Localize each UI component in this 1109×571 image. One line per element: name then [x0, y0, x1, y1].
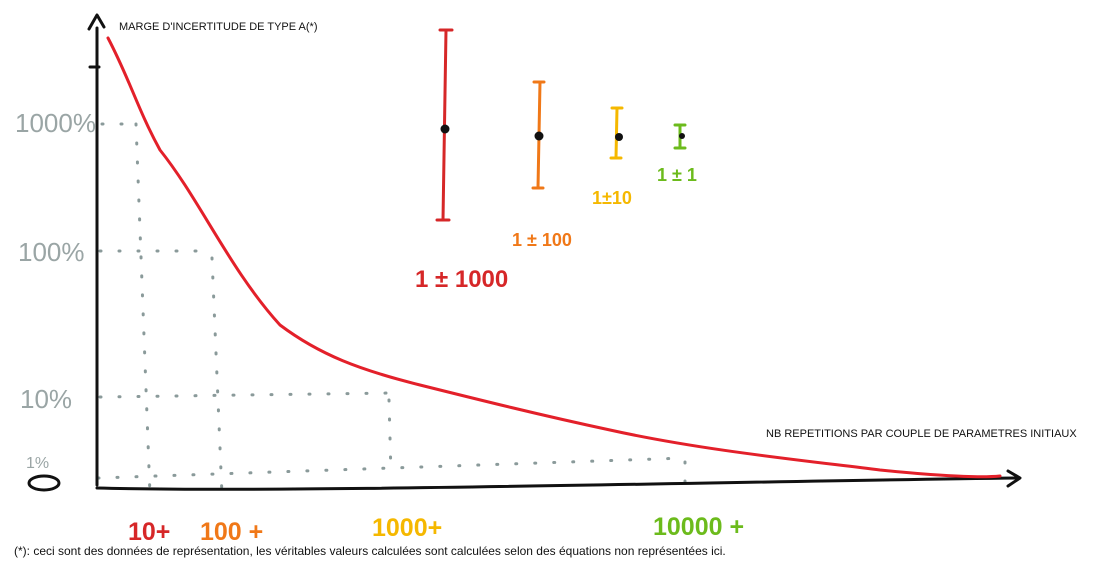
error-bar-10	[609, 106, 624, 160]
x-tick-10000: 10000 +	[653, 513, 744, 541]
axes	[87, 13, 1022, 491]
error-bar-1-label: 1 ± 1	[657, 165, 697, 185]
uncertainty-curve	[106, 36, 1002, 479]
guide-lines	[96, 122, 687, 497]
y-tick-10: 10%	[20, 384, 72, 414]
x-tick-100: 100 +	[200, 518, 263, 546]
error-bar-labels: 1 ± 1000 1 ± 100 1±10 1 ± 1	[415, 165, 697, 293]
x-tick-10: 10+	[128, 518, 170, 546]
error-bar-10-label: 1±10	[592, 188, 632, 208]
error-bar-100-label: 1 ± 100	[512, 230, 572, 250]
x-axis-label: NB REPETITIONS PAR COUPLE DE PARAMETRES …	[766, 428, 1077, 440]
error-bar-1000-label: 1 ± 1000	[415, 266, 508, 293]
y-axis	[95, 26, 99, 487]
origin-zero-mark	[27, 474, 61, 492]
footnote: (*): ceci sont des données de représenta…	[14, 544, 726, 558]
y-tick-1: 1%	[26, 455, 49, 472]
x-tick-1000: 1000+	[372, 514, 442, 542]
x-tick-labels: 10+ 100 + 1000+ 10000 +	[128, 513, 744, 546]
error-bar-1000-point	[440, 124, 450, 134]
y-tick-100: 100%	[18, 237, 85, 267]
error-bar-100-point	[534, 131, 544, 141]
y-axis-label: MARGE D'INCERTITUDE DE TYPE A(*)	[119, 21, 318, 33]
x-axis-arrow	[1006, 469, 1022, 488]
y-tick-labels: 1000% 100% 10% 1%	[15, 108, 96, 472]
error-bar-1-point	[679, 133, 685, 139]
y-axis-arrow	[87, 13, 106, 31]
error-bar-10-point	[615, 133, 623, 141]
x-axis	[95, 476, 1020, 491]
y-tick-1000: 1000%	[15, 108, 96, 138]
